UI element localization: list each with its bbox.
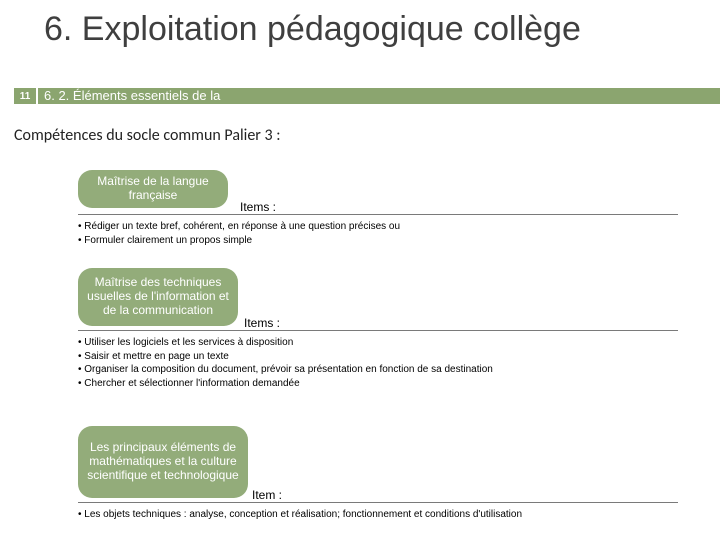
items-label: Items : [240, 200, 276, 214]
subtitle-bar: 6. 2. Éléments essentiels de la [38, 88, 720, 104]
divider-line [78, 502, 678, 503]
bullet-item: Rédiger un texte bref, cohérent, en répo… [78, 220, 400, 234]
competency-pill-tic: Maîtrise des techniques usuelles de l'in… [78, 268, 238, 326]
bullet-item: Chercher et sélectionner l'information d… [78, 377, 493, 391]
divider-line [78, 214, 678, 215]
competency-pill-maths: Les principaux éléments de mathématiques… [78, 426, 248, 498]
bullet-list: Les objets techniques : analyse, concept… [78, 508, 522, 522]
bullet-item: Saisir et mettre en page un texte [78, 350, 493, 364]
bullet-item: Formuler clairement un propos simple [78, 234, 400, 248]
bullet-item: Organiser la composition du document, pr… [78, 363, 493, 377]
bullet-list: Utiliser les logiciels et les services à… [78, 336, 493, 390]
bullet-list: Rédiger un texte bref, cohérent, en répo… [78, 220, 400, 247]
section-heading: Compétences du socle commun Palier 3 : [14, 126, 280, 145]
bullet-item: Les objets techniques : analyse, concept… [78, 508, 522, 522]
divider-line [78, 330, 678, 331]
bullet-item: Utiliser les logiciels et les services à… [78, 336, 493, 350]
competency-pill-langue: Maîtrise de la langue française [78, 170, 228, 208]
items-label: Item : [252, 488, 282, 502]
items-label: Items : [244, 316, 280, 330]
page-number-badge: 11 [14, 88, 36, 104]
main-title: 6. Exploitation pédagogique collège [44, 10, 581, 49]
